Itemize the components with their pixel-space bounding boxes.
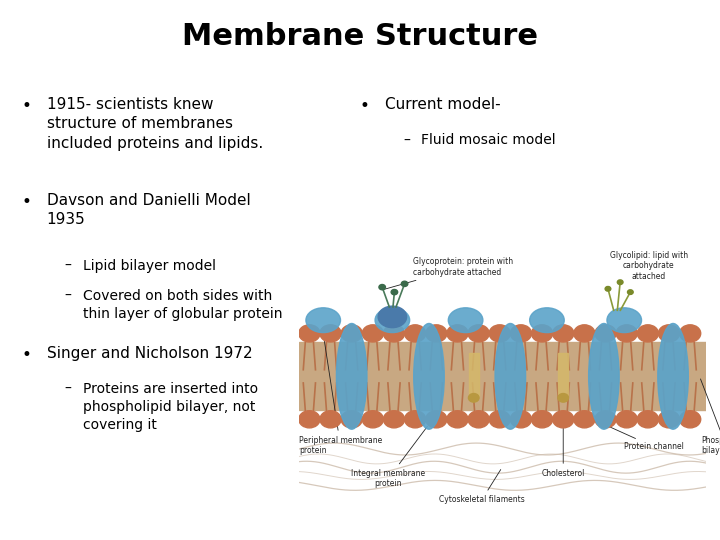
Text: Singer and Nicholson 1972: Singer and Nicholson 1972	[47, 346, 253, 361]
Ellipse shape	[589, 323, 619, 429]
Text: Proteins are inserted into
phospholipid bilayer, not
covering it: Proteins are inserted into phospholipid …	[83, 382, 258, 432]
Circle shape	[616, 411, 637, 428]
Text: Davson and Danielli Model
1935: Davson and Danielli Model 1935	[47, 193, 251, 227]
Circle shape	[558, 394, 569, 402]
Circle shape	[553, 411, 574, 428]
Circle shape	[595, 325, 616, 342]
Text: Cytoskeletal filaments: Cytoskeletal filaments	[439, 470, 525, 504]
Circle shape	[617, 280, 623, 285]
Bar	[469, 353, 479, 396]
Ellipse shape	[414, 323, 444, 429]
Text: –: –	[403, 133, 410, 147]
Circle shape	[510, 411, 531, 428]
Circle shape	[553, 325, 574, 342]
Bar	[299, 342, 706, 410]
Text: Membrane Structure: Membrane Structure	[182, 22, 538, 51]
Ellipse shape	[658, 323, 688, 429]
Circle shape	[426, 411, 447, 428]
Ellipse shape	[336, 323, 367, 429]
Text: Integral membrane
protein: Integral membrane protein	[351, 427, 427, 488]
Circle shape	[637, 325, 658, 342]
Circle shape	[401, 281, 408, 287]
Circle shape	[574, 411, 595, 428]
Ellipse shape	[306, 308, 341, 333]
Circle shape	[299, 411, 320, 428]
Circle shape	[341, 411, 362, 428]
Text: 1915- scientists knew
structure of membranes
included proteins and lipids.: 1915- scientists knew structure of membr…	[47, 97, 263, 151]
Circle shape	[379, 285, 385, 290]
Circle shape	[658, 325, 680, 342]
Circle shape	[531, 411, 553, 428]
Text: •: •	[22, 97, 32, 115]
Circle shape	[426, 325, 447, 342]
Ellipse shape	[607, 308, 642, 333]
Text: Lipid bilayer model: Lipid bilayer model	[83, 259, 216, 273]
Circle shape	[680, 411, 701, 428]
Circle shape	[469, 394, 479, 402]
Circle shape	[320, 411, 341, 428]
Circle shape	[658, 411, 680, 428]
Text: Peripheral membrane
protein: Peripheral membrane protein	[299, 336, 382, 455]
Text: Phospholipid
bilayer: Phospholipid bilayer	[701, 379, 720, 455]
Bar	[558, 353, 568, 396]
Circle shape	[362, 325, 384, 342]
Circle shape	[637, 411, 658, 428]
Circle shape	[447, 325, 468, 342]
Circle shape	[605, 287, 611, 291]
Circle shape	[628, 290, 633, 294]
Circle shape	[489, 325, 510, 342]
Circle shape	[362, 411, 384, 428]
Text: Protein channel: Protein channel	[606, 426, 684, 451]
Ellipse shape	[378, 306, 407, 328]
Text: •: •	[22, 193, 32, 211]
Ellipse shape	[530, 308, 564, 333]
Circle shape	[299, 325, 320, 342]
Circle shape	[405, 325, 426, 342]
Ellipse shape	[495, 323, 526, 429]
Circle shape	[405, 411, 426, 428]
Text: Glycoprotein: protein with
carbohydrate attached: Glycoprotein: protein with carbohydrate …	[383, 258, 513, 289]
Circle shape	[341, 325, 362, 342]
Circle shape	[574, 325, 595, 342]
Circle shape	[510, 325, 531, 342]
Text: –: –	[65, 382, 72, 396]
Text: •: •	[360, 97, 370, 115]
Text: •: •	[22, 346, 32, 364]
Circle shape	[468, 325, 489, 342]
Circle shape	[489, 411, 510, 428]
Text: Covered on both sides with
thin layer of globular protein: Covered on both sides with thin layer of…	[83, 289, 282, 321]
Circle shape	[384, 411, 405, 428]
Text: Cholesterol: Cholesterol	[541, 427, 585, 478]
Circle shape	[391, 289, 397, 295]
Circle shape	[447, 411, 468, 428]
Circle shape	[531, 325, 553, 342]
Circle shape	[320, 325, 341, 342]
Circle shape	[680, 325, 701, 342]
Text: Current model-: Current model-	[385, 97, 501, 112]
Ellipse shape	[449, 308, 483, 333]
Text: –: –	[65, 289, 72, 303]
Text: –: –	[65, 259, 72, 273]
Text: Glycolipid: lipid with
carbohydrate
attached: Glycolipid: lipid with carbohydrate atta…	[610, 251, 688, 284]
Text: Fluid mosaic model: Fluid mosaic model	[421, 133, 556, 147]
Circle shape	[616, 325, 637, 342]
Circle shape	[468, 411, 489, 428]
Ellipse shape	[375, 308, 410, 333]
Circle shape	[384, 325, 405, 342]
Circle shape	[595, 411, 616, 428]
